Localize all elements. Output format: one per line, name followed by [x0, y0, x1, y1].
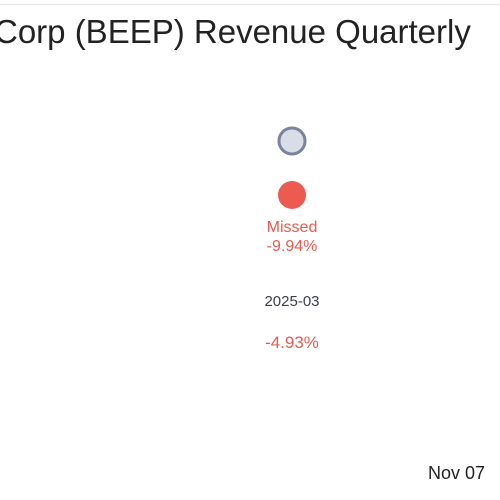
estimate-marker: [277, 126, 307, 156]
footer-date: Nov 07: [428, 463, 486, 483]
top-divider: [0, 4, 500, 5]
chart-title: Corp (BEEP) Revenue Quarterly: [0, 13, 471, 50]
result-status-label: Missed: [267, 219, 318, 236]
surprise-percent-label: -9.94%: [267, 238, 318, 255]
x-category-label: 2025-03: [264, 293, 319, 310]
actual-marker: [278, 181, 306, 209]
change-percent-label: -4.93%: [265, 333, 319, 352]
